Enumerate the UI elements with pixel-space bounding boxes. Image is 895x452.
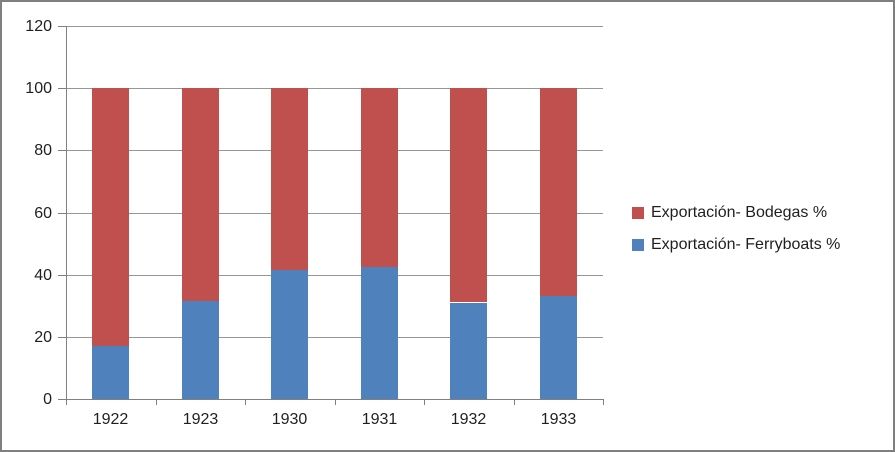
bar-segment-ferryboats bbox=[271, 270, 308, 399]
gridline bbox=[66, 150, 603, 151]
x-axis-label: 1922 bbox=[92, 411, 129, 428]
x-tick bbox=[66, 399, 67, 405]
x-tick bbox=[424, 399, 425, 405]
legend: Exportación- Bodegas % Exportación- Ferry… bbox=[632, 197, 840, 261]
legend-swatch-icon bbox=[632, 239, 644, 251]
x-axis-label: 1932 bbox=[450, 411, 487, 428]
y-axis-label: 60 bbox=[34, 205, 52, 222]
y-tick bbox=[58, 337, 67, 338]
bar-segment-ferryboats bbox=[182, 301, 219, 399]
x-tick bbox=[156, 399, 157, 405]
x-tick bbox=[245, 399, 246, 405]
y-tick bbox=[58, 88, 67, 89]
bar-segment-bodegas bbox=[540, 88, 577, 296]
y-axis-label: 20 bbox=[34, 329, 52, 346]
x-axis-label: 1930 bbox=[271, 411, 308, 428]
y-axis-label: 100 bbox=[25, 80, 52, 97]
bar-segment-bodegas bbox=[271, 88, 308, 270]
y-axis-label: 0 bbox=[43, 391, 52, 408]
gridline bbox=[66, 213, 603, 214]
y-axis-line bbox=[66, 26, 67, 399]
x-tick bbox=[514, 399, 515, 405]
y-axis-label: 120 bbox=[25, 18, 52, 35]
bar-segment-bodegas bbox=[92, 88, 129, 346]
bar-segment-ferryboats bbox=[361, 267, 398, 399]
legend-item: Exportación- Bodegas % bbox=[632, 197, 840, 229]
bar-segment-bodegas bbox=[450, 88, 487, 302]
gridline bbox=[66, 88, 603, 89]
x-axis-line bbox=[66, 399, 604, 400]
x-tick bbox=[335, 399, 336, 405]
bar-segment-bodegas bbox=[182, 88, 219, 301]
x-axis-label: 1931 bbox=[361, 411, 398, 428]
bar-segment-bodegas bbox=[361, 88, 398, 267]
legend-item: Exportación- Ferryboats % bbox=[632, 229, 840, 261]
gridline bbox=[66, 26, 603, 27]
gridline bbox=[66, 275, 603, 276]
y-axis-label: 80 bbox=[34, 142, 52, 159]
legend-swatch-icon bbox=[632, 207, 644, 219]
legend-label: Exportación- Bodegas % bbox=[651, 204, 828, 221]
y-tick bbox=[58, 275, 67, 276]
gridline bbox=[66, 337, 603, 338]
y-tick bbox=[58, 399, 67, 400]
x-axis-label: 1923 bbox=[182, 411, 219, 428]
x-axis-label: 1933 bbox=[540, 411, 577, 428]
legend-label: Exportación- Ferryboats % bbox=[651, 236, 841, 253]
y-axis-label: 40 bbox=[34, 267, 52, 284]
bar-segment-ferryboats bbox=[540, 296, 577, 399]
y-tick bbox=[58, 26, 67, 27]
bar-segment-ferryboats bbox=[450, 303, 487, 399]
y-tick bbox=[58, 213, 67, 214]
bar-segment-ferryboats bbox=[92, 346, 129, 399]
x-tick bbox=[603, 399, 604, 405]
y-tick bbox=[58, 150, 67, 151]
